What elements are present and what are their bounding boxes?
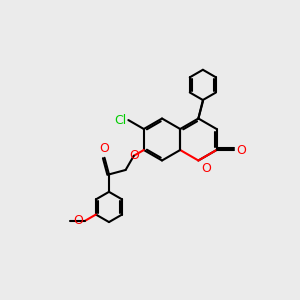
Text: O: O [74, 214, 83, 227]
Text: O: O [100, 142, 110, 155]
Text: O: O [129, 149, 139, 162]
Text: Cl: Cl [115, 114, 127, 127]
Text: O: O [236, 143, 246, 157]
Text: O: O [201, 162, 211, 175]
